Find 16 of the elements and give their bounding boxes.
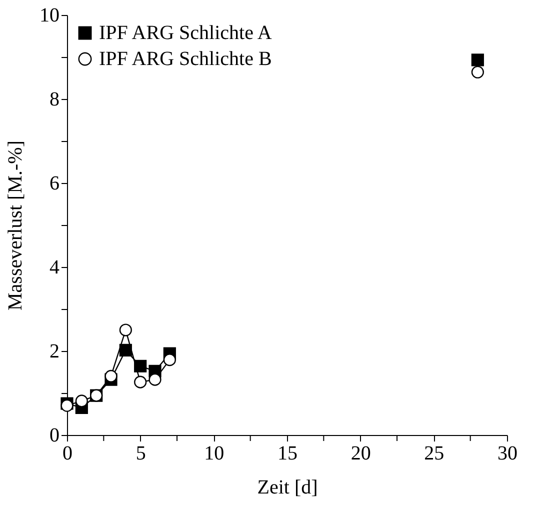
legend-label: IPF ARG Schlichte A xyxy=(99,22,272,44)
y-tick-label: 8 xyxy=(50,88,60,110)
y-axis-title: Masseverlust [M.-%] xyxy=(4,140,26,310)
x-tick-label: 15 xyxy=(278,442,298,464)
x-axis-title: Zeit [d] xyxy=(257,476,318,498)
x-tick-label: 10 xyxy=(204,442,224,464)
x-tick-label: 5 xyxy=(136,442,146,464)
y-tick-label: 6 xyxy=(50,172,60,194)
y-tick-label: 0 xyxy=(50,424,60,446)
legend-label: IPF ARG Schlichte B xyxy=(99,48,272,70)
x-tick-label: 30 xyxy=(498,442,518,464)
y-tick-label: 10 xyxy=(40,4,60,26)
y-tick-label: 4 xyxy=(50,256,60,278)
y-tick-label: 2 xyxy=(50,340,60,362)
x-tick-label: 20 xyxy=(350,442,371,464)
x-tick-label: 25 xyxy=(424,442,444,464)
